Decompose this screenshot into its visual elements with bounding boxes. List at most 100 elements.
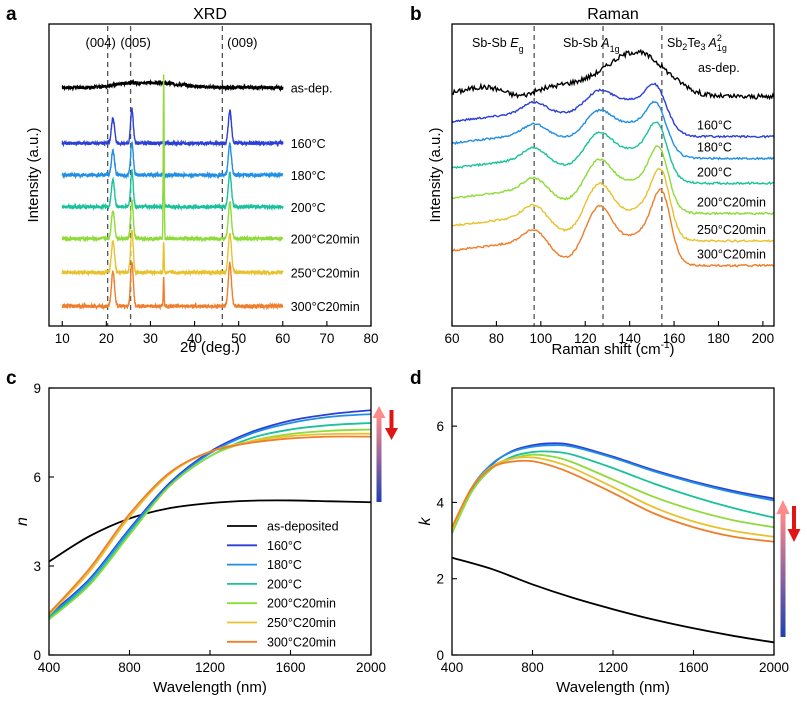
panel-letter-d: d [410, 368, 422, 389]
n-up-arrow-shaft [376, 416, 382, 502]
k-xlabel: Wavelength (nm) [556, 679, 670, 696]
raman-series-label: 200°C [697, 165, 732, 179]
xrd-series-label: as-dep. [291, 82, 333, 96]
n-ytick-label: 0 [33, 648, 41, 663]
xrd-ylabel: Intensity (a.u.) [25, 127, 42, 222]
n-legend-label: 160°C [267, 539, 302, 553]
raman-xlabel: Raman shift (cm-1) [551, 340, 674, 358]
raman-series-line [451, 48, 775, 101]
panel-c: as-deposited 160°C 180°C 200°C 200°C20min 250… [14, 381, 398, 696]
xrd-series-line [61, 74, 284, 244]
raman-xtick-label: 160 [663, 331, 686, 346]
n-ytick-label: 6 [33, 470, 41, 485]
xrd-xlabel: 2θ (deg.) [180, 339, 240, 356]
raman-annotation-a1g: Sb-Sb A1g [563, 36, 620, 54]
xrd-series-label: 300°C20min [291, 300, 360, 314]
n-ytick-label: 3 [33, 559, 41, 574]
xrd-xtick-label: 10 [55, 331, 70, 346]
raman-series-line [451, 145, 775, 216]
raman-ylabel: Intensity (a.u.) [427, 127, 444, 222]
xrd-series-line [61, 260, 284, 311]
k-frame [451, 387, 775, 656]
raman-series-label: 180°C [697, 141, 732, 155]
n-xlabel: Wavelength (nm) [153, 679, 267, 696]
raman-xtick-label: 80 [489, 331, 504, 346]
xrd-series-line [61, 78, 284, 93]
xrd-series-line [61, 106, 284, 148]
raman-annotation-eg: Sb-Sb Eg [472, 36, 524, 54]
n-legend-label: as-deposited [267, 520, 339, 534]
raman-xtick-label: 60 [444, 331, 459, 346]
k-series-line [451, 556, 775, 644]
k-down-arrow-shaft [792, 506, 796, 531]
xrd-series-line [61, 141, 284, 180]
n-xtick-label: 400 [38, 660, 61, 675]
n-legend-label: 200°C [267, 577, 302, 591]
xrd-series-label: 250°C20min [291, 266, 360, 280]
xrd-series-label: 200°C20min [291, 233, 360, 247]
n-ylabel: n [14, 517, 31, 526]
n-up-arrow-head [372, 406, 386, 418]
panel-letter-b: b [410, 4, 422, 25]
k-xtick-label: 1600 [678, 660, 708, 675]
xrd-annotation: (009) [227, 35, 257, 50]
k-up-arrow-shaft [780, 512, 786, 637]
n-series-line [49, 428, 371, 621]
panel-d: 400 800 1200 1600 2000 0 2 4 6 Wavelength (nm) k [417, 387, 801, 696]
raman-series-line [451, 188, 775, 268]
xrd-xtick-label: 70 [319, 331, 334, 346]
k-xtick-label: 800 [521, 660, 544, 675]
raman-annotation-sb2te3: Sb2Te3 A2 1g [667, 33, 727, 53]
n-xtick-label: 1200 [195, 660, 225, 675]
xrd-series-label: 180°C [291, 169, 326, 183]
panel-b: Raman Sb-Sb Eg Sb-Sb A1g Sb2Te3 A2 1g as-dep.… [427, 6, 775, 358]
xrd-xtick-label: 80 [363, 331, 378, 346]
xrd-annotation: (004) [85, 35, 115, 50]
xrd-xtick-label: 60 [275, 331, 290, 346]
xrd-xtick-label: 20 [99, 331, 114, 346]
raman-series-line [451, 167, 775, 243]
raman-xtick-label: 180 [707, 331, 730, 346]
raman-series-label: 250°C20min [697, 223, 766, 237]
panel-letter-c: c [6, 368, 17, 389]
raman-series-line [451, 100, 775, 161]
k-down-arrow-head [787, 529, 801, 542]
n-legend-label: 180°C [267, 558, 302, 572]
k-ytick-label: 0 [436, 648, 444, 663]
n-series-line [49, 435, 371, 615]
xrd-annotation: (005) [120, 35, 150, 50]
k-xtick-label: 1200 [598, 660, 628, 675]
n-down-arrow-head [385, 428, 398, 440]
raman-xtick-label: 120 [574, 331, 597, 346]
panel-a: XRD (004) (005) (009) as-dep. 160°C 180°C 200°C… [25, 6, 379, 356]
raman-series-label: as-dep. [698, 61, 740, 75]
k-ytick-label: 6 [436, 419, 444, 434]
n-xtick-label: 800 [118, 660, 141, 675]
raman-series-label: 200°C20min [697, 196, 766, 210]
n-series-line [49, 499, 371, 563]
n-ytick-label: 9 [33, 381, 41, 396]
raman-series-label: 300°C20min [697, 248, 766, 262]
n-series-line [49, 413, 371, 618]
raman-series-label: 160°C [697, 119, 732, 133]
xrd-xtick-label: 30 [143, 331, 158, 346]
n-xtick-label: 2000 [356, 660, 386, 675]
raman-frame [451, 23, 775, 327]
k-xtick-label: 2000 [759, 660, 789, 675]
n-down-arrow-shaft [389, 410, 394, 430]
raman-series-line [451, 121, 775, 186]
xrd-xtick-label: 50 [231, 331, 246, 346]
xrd-series-label: 200°C [291, 201, 326, 215]
k-xtick-label: 400 [441, 660, 464, 675]
k-ytick-label: 4 [436, 495, 444, 510]
k-series-line [451, 459, 775, 543]
k-ytick-label: 2 [436, 572, 444, 587]
raman-xtick-label: 100 [530, 331, 553, 346]
xrd-series-line [61, 229, 284, 277]
xrd-series-line [61, 169, 284, 212]
panel-letter-a: a [6, 4, 17, 25]
xrd-series-label: 160°C [291, 137, 326, 151]
k-up-arrow-head [776, 500, 790, 514]
k-ylabel: k [417, 517, 434, 526]
